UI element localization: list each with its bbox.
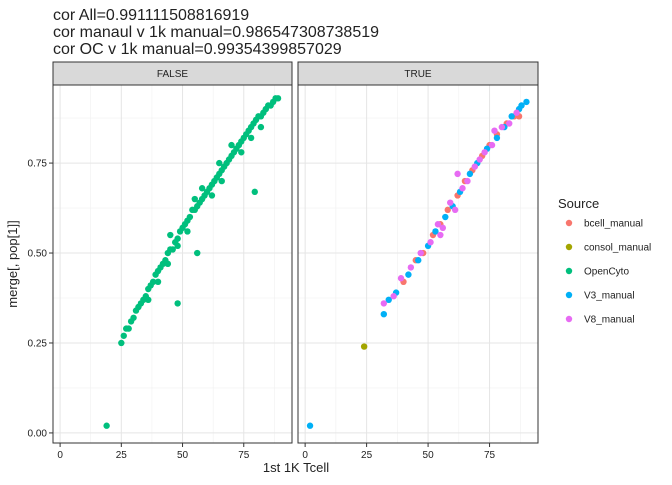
point	[405, 271, 412, 278]
point	[174, 242, 181, 250]
point	[407, 264, 415, 271]
strip-label: FALSE	[157, 69, 188, 80]
point	[523, 98, 530, 106]
point	[164, 260, 172, 268]
point	[191, 195, 198, 203]
point	[125, 325, 132, 332]
point	[118, 339, 125, 347]
point	[439, 224, 447, 232]
point	[508, 113, 515, 120]
point	[481, 149, 488, 156]
point	[476, 156, 483, 163]
point	[360, 343, 368, 350]
point	[380, 300, 388, 307]
point	[167, 231, 174, 239]
point	[434, 221, 442, 228]
panel-background	[53, 85, 292, 443]
x-tick-label: 0	[302, 450, 308, 461]
point	[130, 314, 137, 321]
point	[459, 185, 466, 192]
y-tick-label: 0.75	[28, 159, 48, 170]
point	[437, 231, 444, 239]
x-axis-label: 1st 1K Tcell	[263, 460, 329, 475]
point	[513, 109, 520, 116]
x-tick-label: 25	[116, 450, 128, 461]
point	[491, 127, 498, 134]
legend-marker	[565, 243, 573, 251]
title-line: cor manaul v 1k manual=0.986547308738519	[53, 24, 379, 41]
point	[174, 300, 181, 307]
legend-label: consol_manual	[584, 243, 651, 254]
x-tick-label: 50	[177, 450, 189, 461]
x-tick-label: 75	[238, 450, 250, 461]
point	[488, 141, 496, 149]
point	[442, 213, 449, 221]
point	[149, 278, 157, 286]
point	[447, 199, 454, 206]
point	[198, 185, 206, 192]
point	[506, 120, 513, 127]
title-line: cor OC v 1k manual=0.99354399857029	[53, 41, 342, 58]
legend-marker	[565, 291, 573, 299]
y-tick-label: 0.00	[28, 428, 48, 439]
legend-marker	[565, 267, 573, 275]
point	[194, 249, 201, 257]
point	[184, 228, 191, 235]
point	[385, 296, 392, 303]
point	[464, 177, 471, 185]
point	[228, 141, 235, 149]
point	[154, 278, 162, 286]
point	[257, 123, 265, 131]
strip	[52, 61, 293, 86]
point	[238, 149, 245, 156]
point	[417, 249, 424, 257]
x-tick-label: 25	[361, 450, 373, 461]
point	[493, 134, 501, 142]
point	[251, 188, 258, 196]
point	[120, 332, 127, 339]
point	[471, 163, 479, 170]
title-line: cor All=0.991111508816919	[53, 7, 249, 24]
point	[454, 170, 461, 178]
legend-title: Source	[558, 196, 599, 211]
point	[186, 213, 194, 221]
point	[415, 257, 422, 264]
point	[444, 206, 451, 214]
legend-label: OpenCyto	[584, 267, 629, 278]
x-tick-label: 75	[484, 450, 496, 461]
point	[103, 422, 110, 429]
point	[518, 102, 525, 109]
point	[218, 177, 225, 185]
point	[466, 170, 474, 178]
point	[169, 246, 176, 253]
point	[216, 159, 223, 167]
point	[432, 228, 439, 235]
point	[451, 206, 459, 214]
strip-label: TRUE	[404, 69, 432, 80]
strip	[297, 61, 539, 86]
point	[390, 293, 397, 300]
legend-label: V8_manual	[584, 315, 635, 326]
y-axis-label: merge[, pop[1]]	[5, 220, 20, 307]
point	[174, 235, 181, 242]
y-tick-label: 0.50	[28, 249, 48, 260]
legend-marker	[565, 315, 573, 323]
legend-label: V3_manual	[584, 291, 635, 302]
point	[380, 310, 388, 318]
point	[427, 239, 434, 246]
x-tick-label: 0	[57, 450, 63, 461]
point	[498, 123, 506, 131]
x-tick-label: 50	[423, 450, 435, 461]
legend-label: bcell_manual	[584, 219, 643, 230]
point	[247, 134, 255, 142]
legend-marker	[565, 219, 573, 227]
panel-background	[298, 85, 538, 443]
point	[397, 275, 405, 282]
y-tick-label: 0.25	[28, 338, 48, 349]
point	[145, 296, 152, 303]
point	[274, 95, 282, 102]
point	[306, 422, 314, 429]
point	[208, 192, 216, 199]
